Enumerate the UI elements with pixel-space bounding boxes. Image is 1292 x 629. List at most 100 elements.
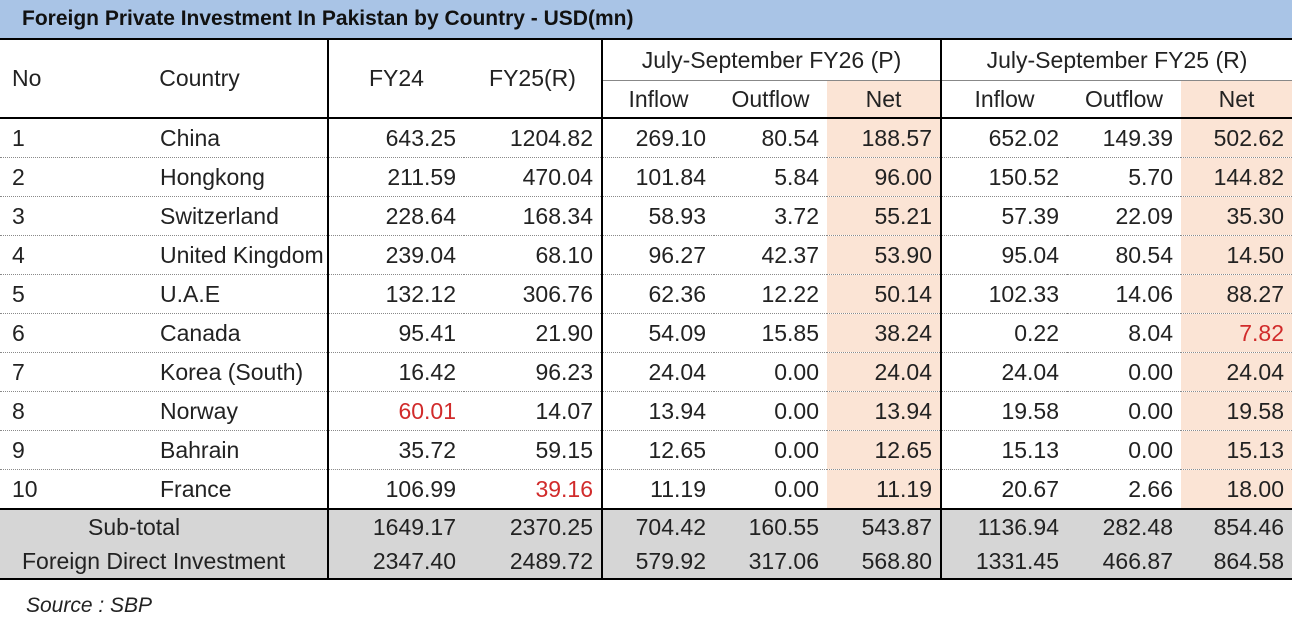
table-row: 1 China 643.25 1204.82 269.10 80.54 188.57 652.… <box>0 118 1292 158</box>
cell-net-fy25: 35.30 <box>1181 196 1292 236</box>
cell-net-fy26: 12.65 <box>827 430 941 470</box>
cell-fy24: 228.64 <box>327 196 464 236</box>
cell-outflow-fy25: 149.39 <box>1067 118 1181 158</box>
cell-no: 6 <box>0 313 72 353</box>
cell-outflow-fy25: 2.66 <box>1067 469 1181 510</box>
cell-fy24: 132.12 <box>327 274 464 314</box>
cell-net-fy26: 11.19 <box>827 469 941 510</box>
fdi-fy24: 2347.40 <box>327 544 464 580</box>
cell-net-fy26: 188.57 <box>827 118 941 158</box>
cell-no: 4 <box>0 235 72 275</box>
cell-fy25: 96.23 <box>464 352 602 392</box>
cell-fy25: 1204.82 <box>464 118 602 158</box>
table-row: 9 Bahrain 35.72 59.15 12.65 0.00 12.65 15.13 0.0… <box>0 430 1292 470</box>
cell-net-fy25: 19.58 <box>1181 391 1292 431</box>
cell-inflow-fy25: 102.33 <box>940 274 1067 314</box>
cell-no: 10 <box>0 469 72 510</box>
cell-country: Norway <box>72 391 328 431</box>
cell-inflow-fy25: 652.02 <box>940 118 1067 158</box>
cell-net-fy25: 15.13 <box>1181 430 1292 470</box>
cell-country: Korea (South) <box>72 352 328 392</box>
header-fy24: FY24 <box>327 40 464 119</box>
subtotal-fy25: 2370.25 <box>464 509 602 544</box>
cell-net-fy26: 50.14 <box>827 274 941 314</box>
cell-fy24: 106.99 <box>327 469 464 510</box>
cell-outflow-fy25: 5.70 <box>1067 157 1181 197</box>
cell-country: China <box>72 118 328 158</box>
subtotal-net-fy25: 854.46 <box>1181 509 1292 544</box>
subtotal-inflow-fy25: 1136.94 <box>940 509 1067 544</box>
cell-inflow-fy26: 269.10 <box>601 118 714 158</box>
cell-inflow-fy25: 20.67 <box>940 469 1067 510</box>
cell-outflow-fy26: 0.00 <box>714 430 827 470</box>
cell-no: 1 <box>0 118 72 158</box>
fpi-table: No Country FY24 FY25(R) July-September F… <box>0 40 1292 580</box>
cell-country: Hongkong <box>72 157 328 197</box>
cell-fy24: 239.04 <box>327 235 464 275</box>
fdi-outflow-fy26: 317.06 <box>714 544 827 580</box>
cell-outflow-fy25: 0.00 <box>1067 391 1181 431</box>
fdi-inflow-fy25: 1331.45 <box>940 544 1067 580</box>
fdi-outflow-fy25: 466.87 <box>1067 544 1181 580</box>
source-note: Source : SBP <box>26 594 153 617</box>
cell-inflow-fy25: 19.58 <box>940 391 1067 431</box>
fdi-label: Foreign Direct Investment <box>0 544 328 580</box>
cell-inflow-fy26: 96.27 <box>601 235 714 275</box>
cell-outflow-fy25: 0.00 <box>1067 352 1181 392</box>
cell-no: 7 <box>0 352 72 392</box>
header-country: Country <box>72 40 328 119</box>
table-row: 5 U.A.E 132.12 306.76 62.36 12.22 50.14 102.33 1… <box>0 274 1292 314</box>
cell-outflow-fy25: 14.06 <box>1067 274 1181 314</box>
cell-fy25: 39.16 <box>464 469 602 510</box>
cell-fy24: 35.72 <box>327 430 464 470</box>
cell-fy25: 470.04 <box>464 157 602 197</box>
cell-inflow-fy26: 24.04 <box>601 352 714 392</box>
table-row: 4 United Kingdom 239.04 68.10 96.27 42.37 53.9… <box>0 235 1292 275</box>
header-inflow-fy26: Inflow <box>601 80 714 119</box>
cell-outflow-fy25: 0.00 <box>1067 430 1181 470</box>
cell-country: France <box>72 469 328 510</box>
cell-net-fy25: 18.00 <box>1181 469 1292 510</box>
cell-outflow-fy26: 80.54 <box>714 118 827 158</box>
cell-country: Switzerland <box>72 196 328 236</box>
cell-country: United Kingdom <box>72 235 328 275</box>
cell-outflow-fy26: 0.00 <box>714 391 827 431</box>
cell-inflow-fy26: 54.09 <box>601 313 714 353</box>
cell-inflow-fy26: 58.93 <box>601 196 714 236</box>
cell-fy25: 168.34 <box>464 196 602 236</box>
subtotal-net-fy26: 543.87 <box>827 509 941 544</box>
cell-outflow-fy26: 0.00 <box>714 469 827 510</box>
header-net-fy25: Net <box>1181 80 1292 119</box>
cell-fy25: 21.90 <box>464 313 602 353</box>
table-row: 6 Canada 95.41 21.90 54.09 15.85 38.24 0.22 8.04… <box>0 313 1292 353</box>
cell-net-fy26: 38.24 <box>827 313 941 353</box>
cell-outflow-fy25: 8.04 <box>1067 313 1181 353</box>
cell-inflow-fy25: 24.04 <box>940 352 1067 392</box>
cell-fy24: 95.41 <box>327 313 464 353</box>
cell-inflow-fy25: 0.22 <box>940 313 1067 353</box>
cell-net-fy26: 96.00 <box>827 157 941 197</box>
cell-net-fy25: 24.04 <box>1181 352 1292 392</box>
fdi-fy25: 2489.72 <box>464 544 602 580</box>
subtotal-fy24: 1649.17 <box>327 509 464 544</box>
header-fy25: FY25(R) <box>464 40 602 119</box>
cell-inflow-fy26: 62.36 <box>601 274 714 314</box>
cell-no: 2 <box>0 157 72 197</box>
table-row: 10 France 106.99 39.16 11.19 0.00 11.19 20.67 2.… <box>0 469 1292 510</box>
country-rows: 1 China 643.25 1204.82 269.10 80.54 188.57 652.… <box>0 118 1292 510</box>
cell-outflow-fy25: 80.54 <box>1067 235 1181 275</box>
table-row: 8 Norway 60.01 14.07 13.94 0.00 13.94 19.58 0.00… <box>0 391 1292 431</box>
cell-country: Bahrain <box>72 430 328 470</box>
totals: Sub-total 1649.17 2370.25 704.42 160.55 … <box>0 509 1292 580</box>
table-row: 7 Korea (South) 16.42 96.23 24.04 0.00 24.04 24… <box>0 352 1292 392</box>
header-net-fy26: Net <box>827 80 941 119</box>
cell-country: Canada <box>72 313 328 353</box>
cell-fy25: 306.76 <box>464 274 602 314</box>
cell-inflow-fy25: 15.13 <box>940 430 1067 470</box>
header-outflow-fy26: Outflow <box>714 80 827 119</box>
cell-fy24: 643.25 <box>327 118 464 158</box>
header-no: No <box>0 40 72 119</box>
cell-inflow-fy26: 11.19 <box>601 469 714 510</box>
header-inflow-fy25: Inflow <box>940 80 1067 119</box>
cell-fy24: 60.01 <box>327 391 464 431</box>
